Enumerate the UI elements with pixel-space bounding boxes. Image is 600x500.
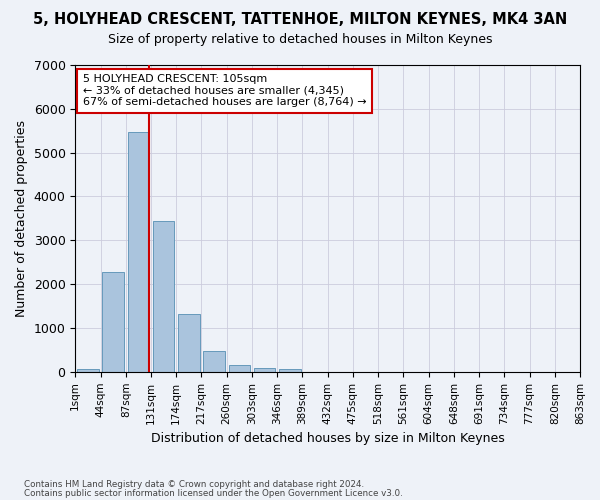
Bar xyxy=(103,272,124,372)
Text: 5, HOLYHEAD CRESCENT, TATTENHOE, MILTON KEYNES, MK4 3AN: 5, HOLYHEAD CRESCENT, TATTENHOE, MILTON … xyxy=(33,12,567,28)
Bar xyxy=(229,365,250,372)
Bar xyxy=(279,370,301,372)
Text: Contains HM Land Registry data © Crown copyright and database right 2024.: Contains HM Land Registry data © Crown c… xyxy=(24,480,364,489)
Text: 5 HOLYHEAD CRESCENT: 105sqm
← 33% of detached houses are smaller (4,345)
67% of : 5 HOLYHEAD CRESCENT: 105sqm ← 33% of det… xyxy=(83,74,367,108)
Y-axis label: Number of detached properties: Number of detached properties xyxy=(15,120,28,317)
Text: Size of property relative to detached houses in Milton Keynes: Size of property relative to detached ho… xyxy=(108,32,492,46)
Bar xyxy=(178,314,200,372)
Bar xyxy=(77,368,98,372)
Bar xyxy=(254,368,275,372)
Text: Contains public sector information licensed under the Open Government Licence v3: Contains public sector information licen… xyxy=(24,489,403,498)
Bar xyxy=(153,220,175,372)
Bar xyxy=(203,351,225,372)
X-axis label: Distribution of detached houses by size in Milton Keynes: Distribution of detached houses by size … xyxy=(151,432,505,445)
Bar xyxy=(128,132,149,372)
